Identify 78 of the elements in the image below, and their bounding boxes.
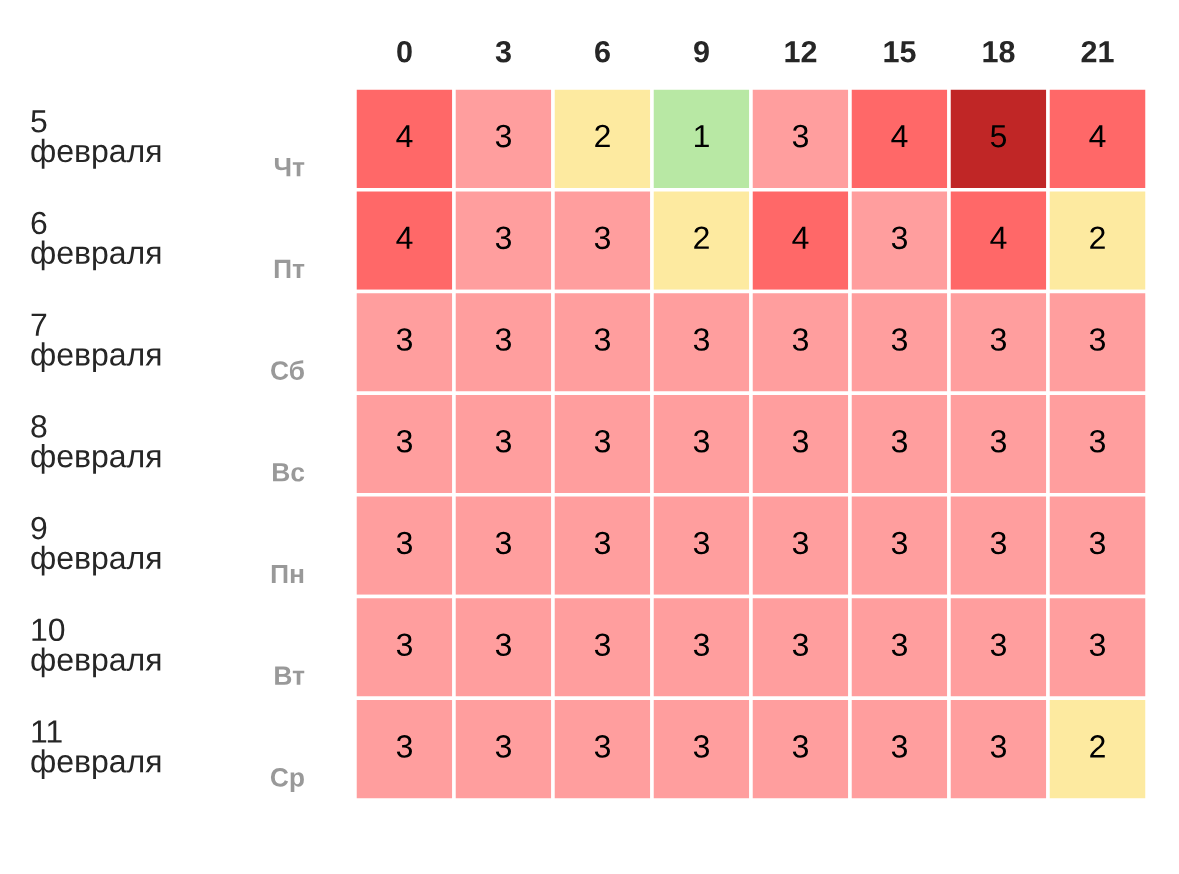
data-label: 3	[495, 633, 511, 656]
y-tick-label: 9 февраля	[31, 516, 161, 576]
data-label: 3	[594, 633, 610, 656]
data-label: 3	[396, 429, 412, 453]
data-label: 3	[693, 328, 709, 351]
y-tick-label: 6 февраля	[31, 211, 161, 271]
data-label: 3	[396, 633, 412, 656]
data-label: 3	[1089, 328, 1105, 351]
data-label: 5	[990, 125, 1007, 148]
data-label: 4	[990, 226, 1007, 249]
data-label: 3	[990, 328, 1006, 351]
data-label: 3	[594, 735, 610, 758]
data-label: 3	[495, 124, 511, 148]
data-label: 3	[495, 429, 511, 453]
x-tick-label: 12	[785, 40, 817, 63]
data-label: 3	[396, 531, 412, 555]
data-label: 3	[594, 429, 610, 453]
data-label: 3	[594, 531, 610, 555]
x-tick-label: 21	[1081, 40, 1114, 63]
data-label: 3	[495, 735, 511, 758]
y-tick-label: 8 февраля	[31, 415, 161, 474]
data-label: 3	[792, 429, 808, 453]
x-tick-label: 3	[495, 40, 511, 63]
data-label: 4	[891, 125, 908, 148]
data-label: 2	[694, 226, 709, 249]
data-label: 3	[792, 124, 808, 148]
y2-tick-label: Чт	[274, 158, 305, 177]
data-label: 3	[792, 328, 808, 351]
data-label: 2	[1090, 735, 1105, 758]
data-label: 3	[990, 531, 1006, 555]
data-label: 3	[594, 226, 610, 250]
data-label: 4	[792, 226, 809, 249]
x-tick-label: 0	[397, 40, 412, 63]
y-tick-label: 11 февраля	[31, 720, 161, 779]
y-tick-label: 5 февраля	[31, 110, 161, 169]
data-label: 3	[990, 735, 1006, 758]
y2-tick-label: Вт	[275, 666, 305, 685]
data-label: 3	[693, 735, 709, 758]
x-tick-label: 6	[595, 40, 610, 63]
data-label: 3	[990, 633, 1006, 656]
data-label: 3	[495, 328, 511, 351]
y2-tick-label: Сб	[271, 360, 304, 380]
data-label: 2	[1090, 226, 1105, 249]
data-label: 3	[693, 633, 709, 656]
data-label: 3	[891, 429, 907, 453]
data-label: 1	[695, 125, 709, 148]
data-label: 3	[495, 531, 511, 555]
y2-tick-label: Вс	[273, 463, 305, 482]
y-tick-label: 10 февраля	[31, 618, 161, 678]
data-label: 3	[792, 633, 808, 656]
data-label: 3	[891, 735, 907, 758]
data-label: 4	[396, 226, 413, 249]
data-label: 3	[891, 328, 907, 351]
x-tick-label: 18	[983, 40, 1015, 63]
data-label: 3	[396, 735, 412, 758]
y2-tick-label: Пн	[271, 564, 304, 584]
data-label: 3	[990, 429, 1006, 453]
x-tick-label: 9	[694, 40, 709, 63]
y-tick-label: 7 февраля	[31, 313, 161, 373]
data-label: 3	[594, 328, 610, 351]
y2-tick-label: Ср	[270, 768, 304, 792]
data-label: 3	[792, 531, 808, 555]
y2-tick-label: Пт	[274, 259, 305, 278]
data-label: 3	[1089, 429, 1105, 453]
data-label: 3	[693, 429, 709, 453]
data-label: 3	[495, 226, 511, 250]
data-label: 3	[693, 531, 709, 555]
x-tick-label: 15	[884, 41, 916, 63]
data-label: 3	[891, 531, 907, 555]
data-label: 3	[396, 328, 412, 351]
data-label: 3	[792, 735, 808, 758]
data-label: 2	[595, 124, 610, 148]
data-label: 3	[891, 633, 907, 656]
data-label: 3	[1089, 531, 1105, 555]
data-label: 3	[1089, 633, 1105, 656]
data-label: 4	[396, 125, 413, 148]
data-label: 3	[891, 226, 907, 250]
data-label: 4	[1089, 125, 1106, 148]
